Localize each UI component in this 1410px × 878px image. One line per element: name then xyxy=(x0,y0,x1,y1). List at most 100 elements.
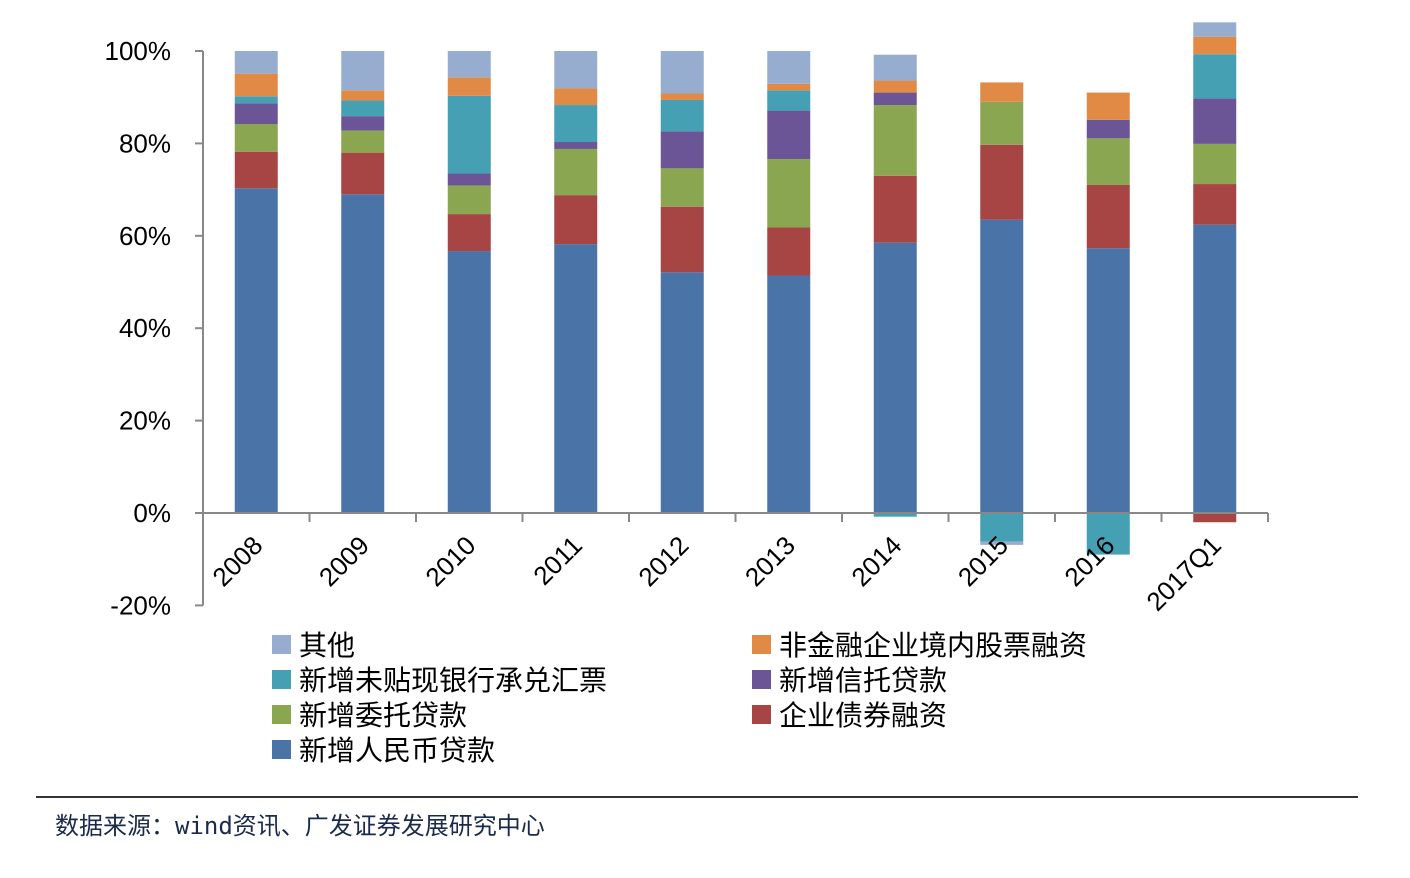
x-tick-labels: 2008 2009 2010 2011 2012 2013 2014 2015 2016 2017… xyxy=(206,530,1227,617)
legend-swatch-trust xyxy=(752,670,771,689)
bar-segment-equity-2015 xyxy=(980,82,1024,102)
bar-segment-rmb-2013 xyxy=(767,275,811,513)
bar-segment-trust-2010 xyxy=(447,173,491,186)
bar-segment-wt-2017Q1 xyxy=(1193,143,1237,185)
bar-segment-rmb-2012 xyxy=(660,272,704,513)
bar-segment-equity-2012 xyxy=(660,93,704,100)
y-tick-labels: 100% 80% 60% 40% 20% 0% -20% xyxy=(105,36,172,620)
x-tick-label: 2011 xyxy=(527,530,588,591)
legend-label-rmb: 新增人民币贷款 xyxy=(299,734,495,767)
bar-segment-equity-2008 xyxy=(234,73,278,97)
bar-segment-equity-2014 xyxy=(873,80,917,93)
bar-segment-equity-2013 xyxy=(767,83,811,91)
bar-segment-wt-2008 xyxy=(234,123,278,152)
y-tick-label: -20% xyxy=(110,590,171,620)
bar-segment-wt-2016 xyxy=(1086,138,1130,185)
x-tick-label: 2012 xyxy=(632,530,694,592)
legend-swatch-bill xyxy=(272,670,291,689)
bar-segment-trust-2008 xyxy=(234,103,278,124)
legend-swatch-rmb xyxy=(272,740,291,759)
bar-segment-other-2008 xyxy=(234,51,278,74)
x-tick-label: 2009 xyxy=(313,530,375,592)
bar-segment-other-2011 xyxy=(554,51,598,89)
bar-segment-rmb-2009 xyxy=(341,194,385,513)
x-tick-label: 2017Q1 xyxy=(1140,530,1227,617)
bar-segment-other-2014 xyxy=(873,54,917,81)
bar-segment-bill-2012 xyxy=(660,99,704,132)
bar-segment-bond-2012 xyxy=(660,206,704,273)
bar-segment-wt-2014 xyxy=(873,105,917,176)
bar-segment-wt-2010 xyxy=(447,185,491,215)
bar-segment-bond-2009 xyxy=(341,152,385,195)
bar-segment-trust-2011 xyxy=(554,142,598,149)
bar-segment-wt-2015 xyxy=(980,101,1024,145)
bar-segment-bond-2016 xyxy=(1086,184,1130,249)
legend-swatch-bond xyxy=(752,705,771,724)
bar-segment-trust-2016 xyxy=(1086,119,1130,139)
bar-segment-bond-2011 xyxy=(554,195,598,245)
bar-segment-rmb-2011 xyxy=(554,244,598,513)
bar-segment-rmb-2015 xyxy=(980,219,1024,513)
bar-segment-trust-2017Q1 xyxy=(1193,98,1237,144)
bar-segment-equity-2017Q1 xyxy=(1193,36,1237,55)
legend-label-wt: 新增委托贷款 xyxy=(299,699,467,732)
bars-layer xyxy=(234,22,1237,555)
legend-swatch-wt xyxy=(272,705,291,724)
bar-segment-other-2013 xyxy=(767,51,811,84)
bar-segment-other-2015 xyxy=(980,541,1024,545)
bar-segment-bond-2015 xyxy=(980,144,1024,220)
y-tick-label: 40% xyxy=(119,313,171,343)
bar-segment-equity-2011 xyxy=(554,88,598,106)
bar-segment-rmb-2008 xyxy=(234,188,278,514)
bar-segment-rmb-2014 xyxy=(873,242,917,514)
x-tick-label: 2008 xyxy=(206,530,268,592)
bar-segment-other-2017Q1 xyxy=(1193,22,1237,37)
bar-segment-equity-2009 xyxy=(341,90,385,101)
bar-segment-trust-2013 xyxy=(767,110,811,160)
bar-segment-bill-2013 xyxy=(767,90,811,111)
y-tick-label: 80% xyxy=(119,128,171,158)
bar-segment-wt-2012 xyxy=(660,168,704,207)
bar-segment-bill-2014 xyxy=(873,513,917,517)
bar-segment-trust-2012 xyxy=(660,131,704,169)
bar-segment-other-2012 xyxy=(660,51,704,94)
y-tick-label: 100% xyxy=(105,36,172,66)
bar-segment-equity-2016 xyxy=(1086,92,1130,120)
bar-segment-bond-2014 xyxy=(873,175,917,243)
bar-segment-wt-2011 xyxy=(554,148,598,196)
axes-layer xyxy=(195,50,1269,607)
legend-label-bond: 企业债券融资 xyxy=(779,699,947,732)
bar-segment-bill-2017Q1 xyxy=(1193,54,1237,99)
bar-segment-wt-2013 xyxy=(767,159,811,228)
bar-segment-rmb-2016 xyxy=(1086,248,1130,514)
bar-segment-bond-2008 xyxy=(234,151,278,189)
legend-swatch-other xyxy=(272,635,291,654)
bar-segment-bill-2015 xyxy=(980,513,1024,542)
bar-segment-trust-2009 xyxy=(341,116,385,131)
legend-label-equity: 非金融企业境内股票融资 xyxy=(779,629,1087,662)
legend-swatch-equity xyxy=(752,635,771,654)
bar-segment-trust-2014 xyxy=(873,92,917,106)
legend-label-trust: 新增信托贷款 xyxy=(779,664,947,697)
x-tick-label: 2014 xyxy=(845,530,907,592)
bar-segment-bill-2010 xyxy=(447,95,491,174)
bar-segment-rmb-2010 xyxy=(447,251,491,513)
bar-segment-rmb-2017Q1 xyxy=(1193,224,1237,513)
bar-segment-bill-2011 xyxy=(554,105,598,143)
bar-segment-bill-2009 xyxy=(341,100,385,117)
bar-segment-bond-2013 xyxy=(767,227,811,276)
bar-segment-bond-2017Q1 xyxy=(1193,184,1237,225)
legend-label-other: 其他 xyxy=(299,629,355,662)
bar-segment-bill-2016 xyxy=(1086,513,1130,555)
bar-segment-other-2009 xyxy=(341,51,385,91)
bar-segment-bond-2017Q1 xyxy=(1193,513,1237,523)
source-note: 数据来源：wind资讯、广发证券发展研究中心 xyxy=(55,812,545,840)
x-tick-label: 2010 xyxy=(419,530,481,592)
bar-segment-equity-2010 xyxy=(447,77,491,96)
bar-segment-other-2010 xyxy=(447,51,491,78)
y-tick-label: 20% xyxy=(119,406,171,436)
legend-label-bill: 新增未贴现银行承兑汇票 xyxy=(299,664,607,697)
bar-segment-wt-2009 xyxy=(341,130,385,153)
